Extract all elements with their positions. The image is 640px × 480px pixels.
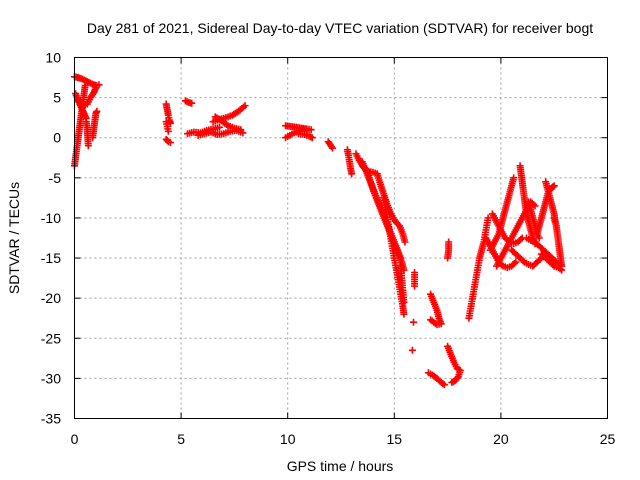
x-axis-label: GPS time / hours bbox=[287, 458, 394, 474]
data-point bbox=[558, 262, 566, 270]
data-point bbox=[517, 235, 525, 243]
data-point bbox=[408, 346, 416, 354]
data-point bbox=[400, 310, 408, 318]
data-point bbox=[95, 81, 103, 89]
data-point bbox=[400, 298, 408, 306]
y-tick-label: -10 bbox=[41, 210, 61, 226]
x-tick-labels: 0 5 10 15 20 25 bbox=[71, 431, 616, 447]
y-tick-labels: -35 -30 -25 -20 -15 -10 -5 0 5 10 bbox=[41, 50, 61, 427]
y-tick-label: 5 bbox=[53, 90, 61, 106]
data-point bbox=[166, 139, 174, 147]
data-point bbox=[536, 255, 544, 263]
data-point bbox=[93, 107, 101, 115]
x-tick-label: 5 bbox=[177, 431, 185, 447]
data-point bbox=[188, 99, 196, 107]
x-tick-label: 0 bbox=[71, 431, 79, 447]
data-point bbox=[409, 318, 417, 326]
data-point bbox=[444, 254, 452, 262]
chart-title: Day 281 of 2021, Sidereal Day-to-day VTE… bbox=[87, 20, 593, 36]
y-tick-label: -20 bbox=[41, 290, 61, 306]
data-point bbox=[535, 234, 543, 242]
data-point bbox=[510, 174, 518, 182]
y-tick-label: -35 bbox=[41, 411, 61, 427]
y-tick-label: 10 bbox=[45, 50, 61, 66]
data-point bbox=[328, 144, 336, 152]
data-point bbox=[549, 261, 557, 269]
data-point bbox=[484, 214, 492, 222]
data-point bbox=[401, 238, 409, 246]
x-tick-label: 20 bbox=[493, 431, 509, 447]
data-point bbox=[307, 126, 315, 134]
y-tick-label: -15 bbox=[41, 250, 61, 266]
data-point bbox=[166, 119, 174, 127]
data-point bbox=[215, 123, 223, 131]
data-point bbox=[241, 102, 249, 110]
data-point bbox=[411, 282, 419, 290]
x-tick-label: 25 bbox=[600, 431, 616, 447]
y-axis-label: SDTVAR / TECUs bbox=[6, 182, 22, 294]
data-point bbox=[164, 127, 172, 135]
data-point bbox=[550, 182, 558, 190]
grid bbox=[74, 57, 608, 419]
x-tick-label: 10 bbox=[280, 431, 296, 447]
data-point bbox=[510, 259, 518, 267]
data-point bbox=[448, 378, 456, 386]
data-point bbox=[440, 381, 448, 389]
y-tick-label: -30 bbox=[41, 370, 61, 386]
y-tick-label: 0 bbox=[53, 130, 61, 146]
data-series bbox=[71, 73, 566, 389]
data-point bbox=[519, 257, 527, 265]
data-point bbox=[549, 183, 557, 191]
data-point bbox=[512, 258, 520, 266]
data-point bbox=[237, 126, 245, 134]
data-point bbox=[84, 142, 92, 150]
y-tick-label: -5 bbox=[49, 170, 62, 186]
data-point bbox=[427, 316, 435, 324]
plot-frame bbox=[74, 57, 608, 419]
x-tick-label: 15 bbox=[387, 431, 403, 447]
data-point bbox=[92, 84, 100, 92]
y-tick-label: -25 bbox=[41, 330, 61, 346]
data-point bbox=[348, 170, 356, 178]
data-point bbox=[308, 134, 316, 142]
